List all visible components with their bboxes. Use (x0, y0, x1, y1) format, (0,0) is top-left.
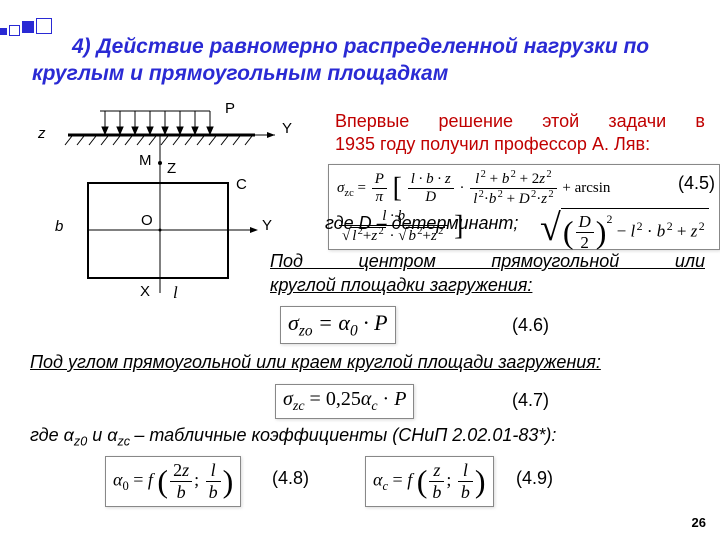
label-b: b (55, 218, 63, 235)
determinant-text: где D – детерминант; (325, 213, 518, 234)
label-O: O (141, 212, 153, 229)
label-Y-beam: Y (282, 120, 292, 137)
intro-line1: Впервые решение этой задачи в (335, 111, 705, 131)
formula-4-9: αc = f (zb; lb) (365, 456, 494, 507)
title-text: 4) Действие равномерно распределенной на… (32, 35, 649, 85)
label-X: X (140, 283, 150, 300)
formula-4-8: α0 = f (2zb; lb) (105, 456, 241, 507)
label-P: P (225, 100, 235, 117)
determinant-expr: √ (D2)2 − l 2 · b 2 + z 2 (540, 206, 709, 253)
page-number: 26 (692, 515, 706, 530)
eq-4-6-number: (4.6) (512, 315, 549, 336)
eq-4-5-number: (4.5) (678, 173, 715, 194)
under-center-text: Под центром прямоугольной или круглой пл… (270, 249, 705, 298)
coef-text: где αz0 и αzc – табличные коэффициенты (… (30, 425, 556, 449)
intro-text: Впервые решение этой задачи в 1935 году … (335, 110, 705, 157)
intro-line2: 1935 году получил профессор А. Ляв: (335, 133, 705, 156)
label-Y-plan: Y (262, 217, 272, 234)
formula-4-7: σzc = 0,25αc · P (275, 384, 414, 419)
under-corner-text: Под углом прямоугольной или краем кругло… (30, 352, 710, 373)
label-M: M (139, 152, 152, 169)
label-z: z (38, 125, 46, 142)
section-title: 4) Действие равномерно распределенной на… (32, 34, 692, 88)
eq-4-7-number: (4.7) (512, 390, 549, 411)
formula-4-6: σzo = α0 · P (280, 306, 396, 344)
eq-4-9-number: (4.9) (516, 468, 553, 489)
label-Z: Z (167, 160, 176, 177)
eq-4-8-number: (4.8) (272, 468, 309, 489)
label-l: l (173, 283, 178, 303)
diagram (30, 105, 310, 295)
label-C: C (236, 176, 247, 193)
